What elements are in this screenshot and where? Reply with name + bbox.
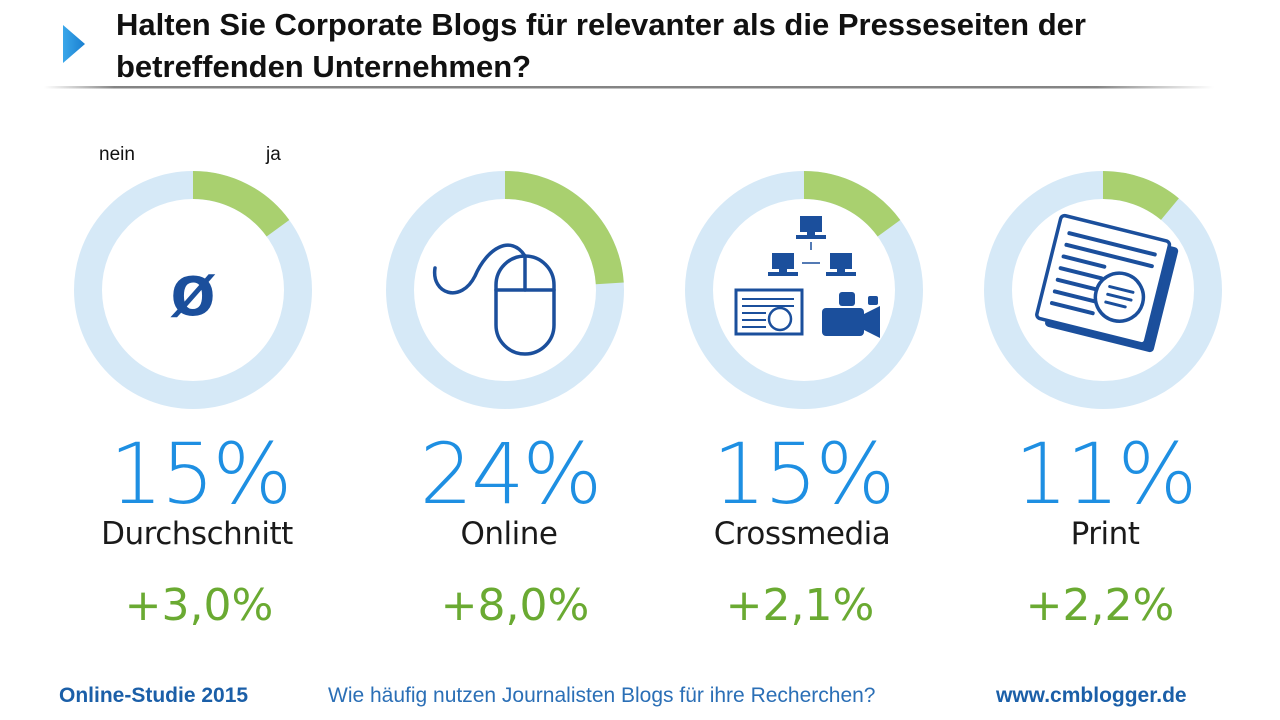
change-label-online: +8,0% — [440, 580, 590, 631]
donut-slice-ja — [192, 171, 290, 237]
percent-label-print: 11% — [1014, 425, 1198, 523]
donut-crossmedia — [685, 171, 923, 409]
crossmedia-network-icon — [734, 216, 880, 338]
newspaper-icon-small — [734, 288, 804, 336]
percent-label-durchschnitt: 15% — [109, 425, 293, 523]
category-label-online: Online — [460, 516, 559, 552]
change-label-durchschnitt: +3,0% — [124, 580, 274, 631]
footer-question: Wie häufig nutzen Journalisten Blogs für… — [328, 684, 876, 707]
percent-label-online: 24% — [419, 425, 603, 523]
average-symbol-icon: ø — [170, 249, 215, 332]
chart-title: Halten Sie Corporate Blogs für relevante… — [116, 7, 1086, 84]
category-label-crossmedia: Crossmedia — [713, 516, 891, 552]
footer-study-label: Online-Studie 2015 — [59, 684, 249, 707]
title-arrow-icon — [63, 25, 85, 63]
title-divider — [44, 86, 1214, 89]
donut-slice-ja — [803, 171, 901, 237]
computer-mouse-icon — [433, 243, 556, 356]
video-camera-icon — [822, 292, 880, 338]
legend-label-nein: nein — [99, 144, 135, 165]
newspaper-icon — [1035, 213, 1179, 353]
category-label-print: Print — [1070, 516, 1140, 552]
change-label-crossmedia: +2,1% — [725, 580, 875, 631]
legend-label-ja: ja — [266, 144, 281, 165]
donut-online — [386, 171, 624, 409]
donut-slice-ja — [504, 171, 624, 285]
donut-print — [984, 171, 1222, 409]
donut-slice-ja — [1102, 171, 1179, 221]
change-label-print: +2,2% — [1025, 580, 1175, 631]
percent-label-crossmedia: 15% — [712, 425, 896, 523]
category-label-durchschnitt: Durchschnitt — [101, 516, 293, 552]
donut-durchschnitt: ø — [74, 171, 312, 409]
footer-website-link[interactable]: www.cmblogger.de — [996, 684, 1187, 707]
